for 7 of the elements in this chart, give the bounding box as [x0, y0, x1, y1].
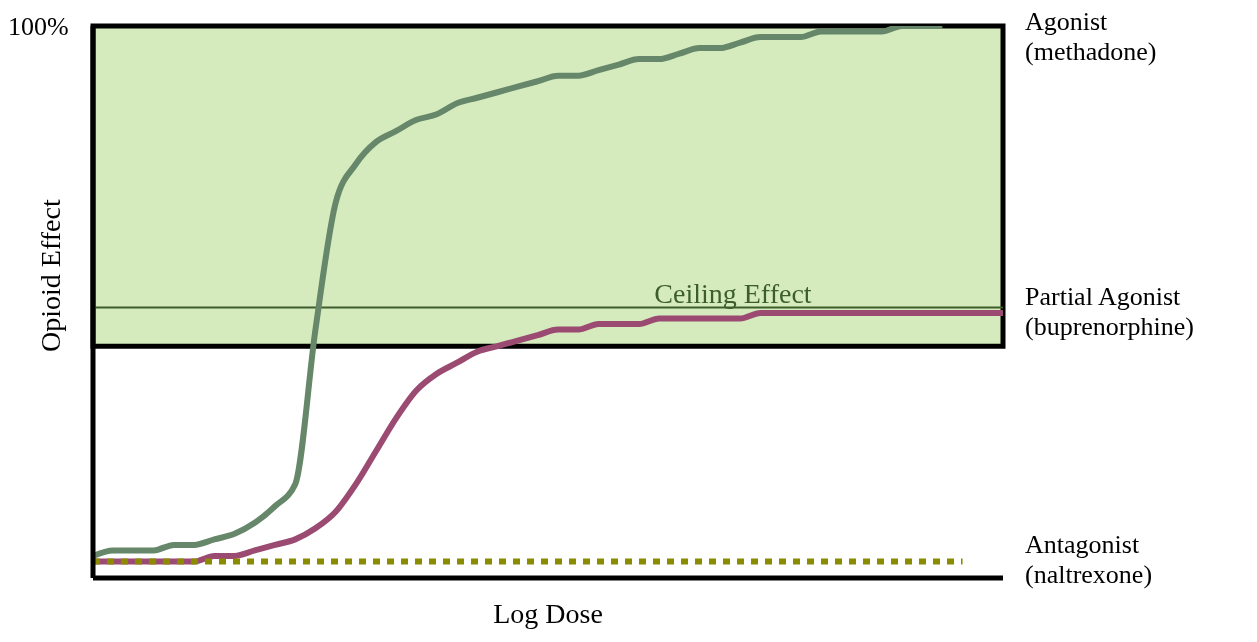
ref-line-label: Ceiling Effect	[654, 277, 812, 309]
y-axis-title: Opioid Effect	[34, 199, 66, 352]
series-label: Partial Agonist (buprenorphine)	[1025, 282, 1194, 342]
text: Antagonist (naltrexone)	[1025, 530, 1153, 590]
x-axis-title: Log Dose	[493, 598, 603, 629]
text: 100%	[8, 12, 69, 42]
text: Agonist (methadone)	[1025, 6, 1157, 66]
